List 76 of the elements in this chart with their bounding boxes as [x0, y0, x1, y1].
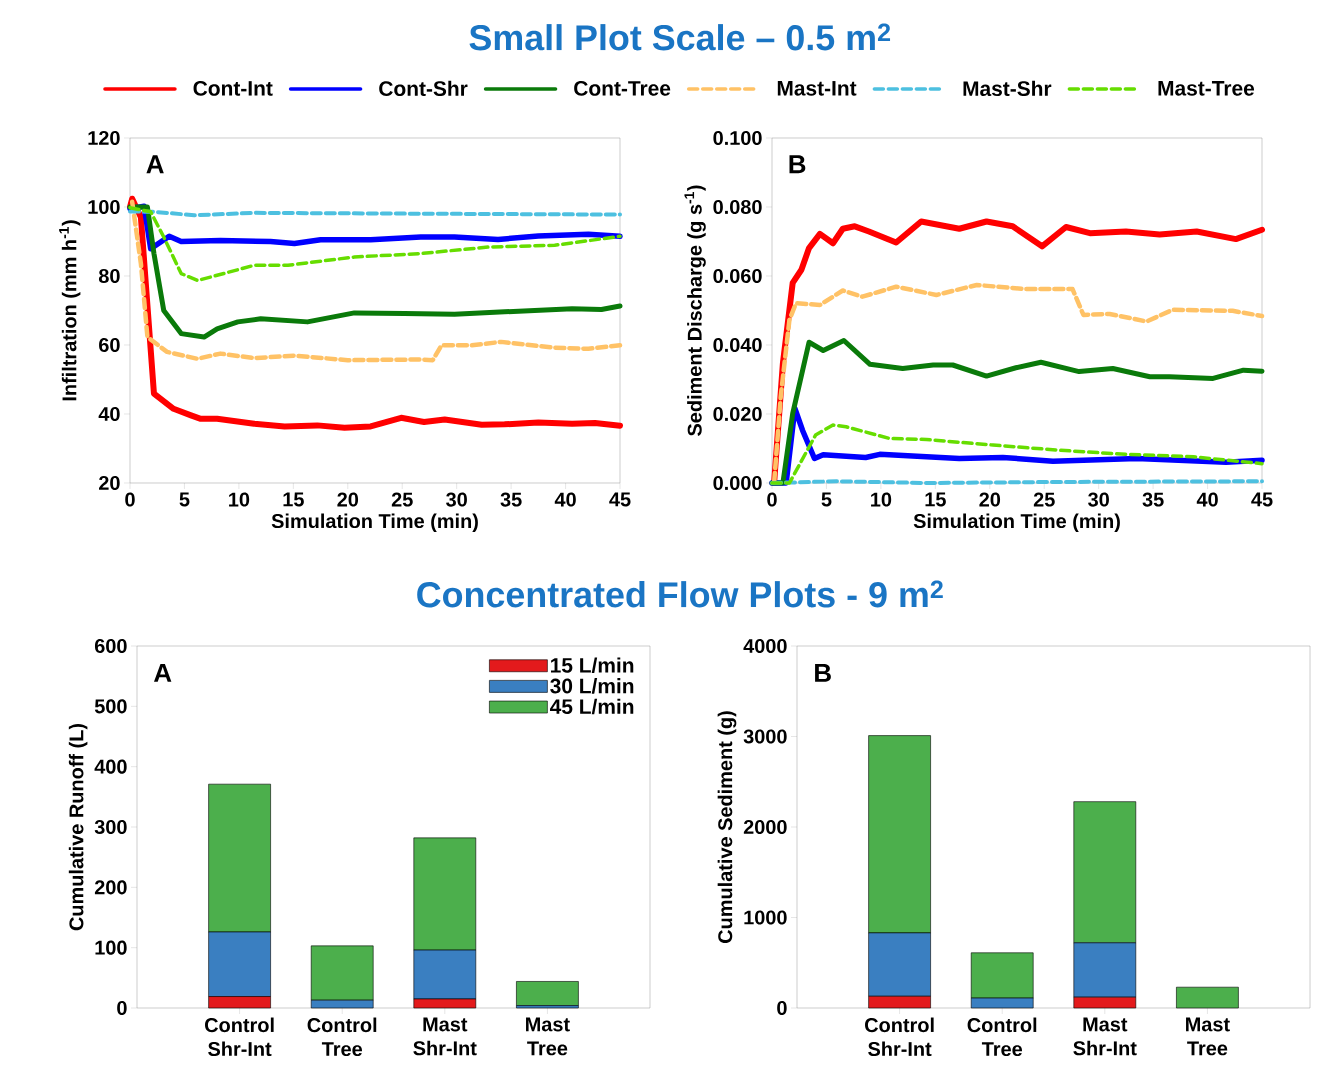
legend-label: Mast-Tree: [1158, 81, 1255, 96]
x-tick-label: 30: [446, 492, 467, 507]
legend-label: 30 L/min: [550, 678, 634, 694]
y-axis-title: Infiltration (mm h$^{-1}$): [59, 220, 81, 401]
x-tick-label: Mast Tree: [1186, 1017, 1230, 1056]
y-tick-label: 3000: [743, 729, 787, 744]
x-tick-label: 20: [979, 492, 1001, 507]
y-tick-label: 20: [99, 475, 120, 491]
y-tick-label: 500: [94, 699, 127, 714]
x-tick-label: 5: [821, 492, 832, 507]
y-tick-label: 0.060: [713, 268, 762, 284]
annotation: B: [815, 663, 831, 682]
y-axis-title: Sediment Discharge (g s$^{-1}$): [684, 185, 706, 436]
x-tick-label: Control Shr-Int: [865, 1017, 934, 1057]
x-tick-label: 25: [391, 492, 413, 507]
y-tick-label: 0.080: [713, 199, 762, 215]
y-tick-label: 300: [94, 819, 127, 835]
x-tick-label: 35: [1142, 492, 1164, 507]
legend-label: 15 L/min: [551, 657, 634, 674]
y-tick-label: 2000: [743, 819, 787, 835]
y-tick-label: 100: [95, 940, 127, 955]
y-tick-label: 0.100: [713, 130, 762, 146]
x-tick-label: 10: [871, 492, 892, 507]
legend-label: Mast-Int: [777, 81, 857, 96]
annotation: A: [146, 155, 164, 174]
x-tick-label: Control Tree: [307, 1017, 377, 1057]
y-tick-label: 80: [98, 268, 120, 284]
x-tick-label: 40: [1196, 492, 1218, 507]
legend-label: Cont-Int: [193, 80, 273, 96]
y-tick-label: 600: [94, 638, 127, 654]
y-tick-label: 120: [88, 130, 120, 146]
y-tick-label: 400: [94, 759, 127, 774]
y-tick-label: 200: [94, 880, 127, 895]
y-tick-label: 40: [98, 406, 120, 422]
x-tick-label: 5: [179, 492, 190, 507]
x-axis-title: Simulation Time (min): [271, 513, 478, 533]
chart-title: Concentrated Flow Plots - 9 m$^{2}$: [417, 580, 943, 608]
x-tick-label: 35: [500, 492, 522, 507]
x-tick-label: 25: [1033, 492, 1055, 507]
annotation: B: [789, 155, 806, 174]
y-tick-label: 0: [117, 1000, 127, 1016]
x-tick-label: Mast Tree: [526, 1017, 570, 1056]
legend-label: Cont-Tree: [574, 80, 671, 96]
x-tick-label: 20: [337, 492, 359, 507]
x-tick-label: 45: [609, 492, 631, 507]
y-tick-label: 4000: [743, 638, 787, 654]
x-tick-label: 45: [1251, 492, 1273, 507]
x-tick-label: 40: [554, 492, 576, 507]
y-axis-title: Cumulative Sediment (g): [717, 711, 737, 943]
y-tick-label: 60: [99, 337, 120, 353]
legend-label: Mast-Shr: [963, 80, 1052, 97]
x-tick-label: Mast Shr-Int: [413, 1017, 477, 1056]
y-tick-label: 0.040: [713, 337, 762, 353]
legend-label: 45 L/min: [550, 698, 634, 715]
y-tick-label: 0.000: [713, 475, 762, 491]
x-tick-label: 30: [1088, 492, 1109, 507]
chart-title: Small Plot Scale – 0.5 m$^{2}$: [469, 23, 891, 51]
annotation: A: [153, 663, 172, 682]
line-series: [129, 199, 623, 363]
x-tick-label: 15: [925, 492, 946, 507]
x-tick-label: Mast Shr-Int: [1073, 1017, 1137, 1056]
x-axis-title: Simulation Time (min): [913, 513, 1120, 533]
bar: [1176, 986, 1239, 1009]
y-tick-label: 0.020: [713, 406, 762, 422]
x-tick-label: Control Shr-Int: [205, 1017, 274, 1057]
y-axis-title: Cumulative Runoff (L): [68, 723, 88, 931]
x-tick-label: 10: [229, 492, 250, 507]
x-tick-label: Control Tree: [967, 1017, 1037, 1057]
bar: [516, 981, 579, 1006]
legend-label: Cont-Shr: [379, 80, 468, 97]
y-tick-label: 100: [88, 199, 120, 215]
y-tick-label: 1000: [744, 910, 787, 925]
y-tick-label: 0: [777, 1000, 787, 1016]
line-series: [128, 205, 622, 283]
line-series: [770, 423, 1264, 485]
x-tick-label: 15: [283, 492, 304, 507]
